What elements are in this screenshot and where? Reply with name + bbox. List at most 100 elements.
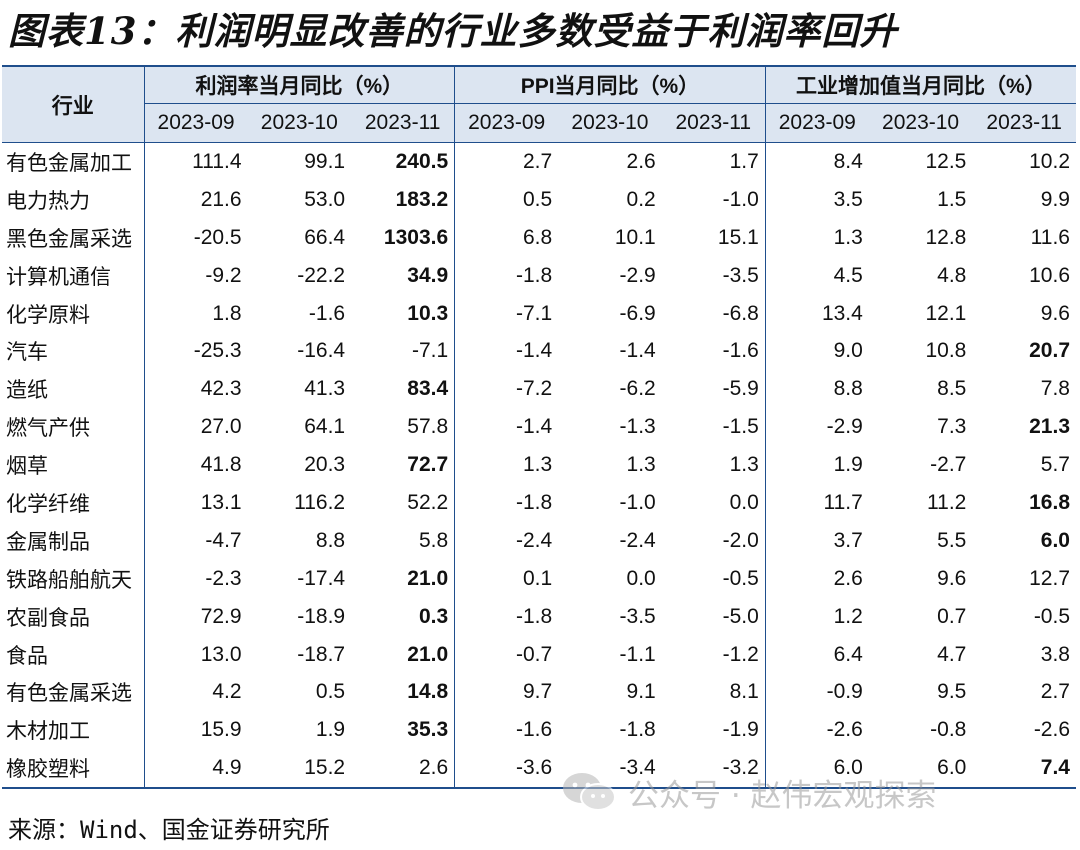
value-cell: 8.8 <box>833 377 863 401</box>
value-cell: 1.5 <box>937 187 967 211</box>
period-header: 2023-10 <box>868 103 973 143</box>
value-cell: 34.9 <box>351 256 456 295</box>
value-cell: -1.8 <box>619 718 656 742</box>
value-cell: 9.7 <box>522 680 553 704</box>
value-cell: -1.0 <box>661 180 766 219</box>
value-cell: -6.8 <box>661 294 766 333</box>
value-cell: -18.7 <box>297 642 346 666</box>
value-cell: -6.9 <box>619 301 656 325</box>
table-row: 造纸 42.3 41.3 83.4 -7.2 -6.2 -5.9 8.8 8.5 7.8 <box>2 370 1076 409</box>
value-cell: 2.7 <box>522 149 553 173</box>
value-cell: 21.6 <box>200 187 242 211</box>
value-cell: 1.7 <box>661 142 766 181</box>
value-cell: 9.5 <box>937 680 967 704</box>
value-cell: 7.3 <box>937 415 967 439</box>
value-cell: 240.5 <box>351 142 456 181</box>
table-row: 化学原料 1.8 -1.6 10.3 -7.1 -6.9 -6.8 13.4 12.1 9.6 <box>2 294 1076 333</box>
value-cell: 4.8 <box>937 263 967 287</box>
value-cell: 1303.6 <box>351 218 456 257</box>
value-cell: -9.2 <box>205 263 242 287</box>
value-cell: -0.8 <box>930 718 967 742</box>
value-cell: 72.7 <box>351 446 456 485</box>
table-row: 有色金属采选 4.2 0.5 14.8 9.7 9.1 8.1 -0.9 9.5 2.7 <box>2 673 1076 712</box>
value-cell: 1.9 <box>833 453 863 477</box>
value-cell: 6.0 <box>868 749 973 790</box>
watermark: 公众号 · 赵伟宏观探索 <box>560 768 937 816</box>
value-cell: 10.6 <box>1029 263 1070 287</box>
value-cell: 16.8 <box>1029 490 1070 514</box>
value-cell: 116.2 <box>294 490 346 514</box>
value-cell: 2.6 <box>626 149 656 173</box>
value-cell: 4.7 <box>937 642 967 666</box>
value-cell: 8.5 <box>937 377 967 401</box>
industry-name-cell: 烟草 <box>2 446 145 485</box>
value-cell: 8.1 <box>661 673 766 712</box>
profit-margin-group-header: 利润率当月同比（%） <box>144 65 456 104</box>
watermark-text: 公众号 · 赵伟宏观探索 <box>628 777 937 814</box>
value-cell: -1.8 <box>516 604 553 628</box>
value-cell: 20.7 <box>1029 339 1070 363</box>
value-cell: -7.1 <box>351 332 456 371</box>
value-cell: 42.3 <box>200 377 242 401</box>
value-cell: 9.9 <box>1040 187 1070 211</box>
value-cell: 21.3 <box>1029 415 1070 439</box>
table-row: 燃气产供 27.0 64.1 57.8 -1.4 -1.3 -1.5 -2.9 7.3 21.3 <box>2 408 1076 447</box>
table-body: 有色金属加工 111.4 99.1 240.5 2.7 2.6 1.7 8.4 12.5 10.2… <box>2 142 1076 790</box>
value-cell: -1.3 <box>619 415 656 439</box>
industry-name-cell: 金属制品 <box>2 521 145 560</box>
value-cell: 9.0 <box>833 339 863 363</box>
value-cell: -0.5 <box>661 559 766 598</box>
value-cell: -1.8 <box>516 490 553 514</box>
value-cell: -1.6 <box>308 301 346 325</box>
value-cell: -1.5 <box>661 408 766 447</box>
industry-name-cell: 食品 <box>2 635 145 674</box>
value-cell: 2.6 <box>351 749 456 790</box>
value-cell: -20.5 <box>193 225 242 249</box>
table-row: 化学纤维 13.1 116.2 52.2 -1.8 -1.0 0.0 11.7 11.2 16.8 <box>2 484 1076 522</box>
value-cell: 3.7 <box>833 528 863 552</box>
ppi-group-header: PPI当月同比（%） <box>454 65 766 104</box>
table-row: 烟草 41.8 20.3 72.7 1.3 1.3 1.3 1.9 -2.7 5.7 <box>2 446 1076 485</box>
value-cell: 1.9 <box>315 718 346 742</box>
value-cell: 83.4 <box>351 370 456 409</box>
value-cell: 111.4 <box>192 149 242 173</box>
industry-column-header: 行业 <box>2 65 145 143</box>
value-cell: 2.6 <box>833 566 863 590</box>
value-cell: -1.8 <box>516 263 553 287</box>
value-cell: -0.9 <box>826 680 863 704</box>
value-cell: 1.3 <box>661 446 766 485</box>
value-cell: -2.0 <box>661 521 766 560</box>
value-cell: 3.8 <box>1040 642 1070 666</box>
value-cell: -2.9 <box>619 263 656 287</box>
value-cell: -25.3 <box>193 339 242 363</box>
value-cell: 13.0 <box>200 642 242 666</box>
industry-name-cell: 燃气产供 <box>2 408 145 447</box>
value-cell: -22.2 <box>297 263 346 287</box>
value-cell: 6.0 <box>1040 528 1070 552</box>
value-cell: 72.9 <box>200 604 242 628</box>
industry-name-cell: 黑色金属采选 <box>2 218 145 257</box>
table-row: 汽车 -25.3 -16.4 -7.1 -1.4 -1.4 -1.6 9.0 10.8 20.7 <box>2 332 1076 371</box>
value-cell: 1.3 <box>833 225 863 249</box>
value-cell: 64.1 <box>304 415 346 439</box>
value-cell: 9.1 <box>626 680 656 704</box>
value-cell: 6.0 <box>765 749 869 790</box>
value-cell: 20.3 <box>304 453 346 477</box>
table-row: 有色金属加工 111.4 99.1 240.5 2.7 2.6 1.7 8.4 12.5 10.2 <box>2 142 1076 181</box>
table-row: 木材加工 15.9 1.9 35.3 -1.6 -1.8 -1.9 -2.6 -0.8 -2.6 <box>2 711 1076 750</box>
value-cell: -2.6 <box>1033 718 1070 742</box>
value-cell: 6.8 <box>522 225 553 249</box>
table-row: 计算机通信 -9.2 -22.2 34.9 -1.8 -2.9 -3.5 4.5 4.8 10.6 <box>2 256 1076 295</box>
value-cell: 5.8 <box>351 521 456 560</box>
value-cell: 10.8 <box>925 339 967 363</box>
value-cell: 4.2 <box>212 680 242 704</box>
value-cell: 7.8 <box>1040 377 1070 401</box>
value-cell: 27.0 <box>200 415 242 439</box>
value-cell: -7.1 <box>516 301 553 325</box>
industry-name-cell: 电力热力 <box>2 180 145 219</box>
value-cell: -16.4 <box>297 339 346 363</box>
industry-name-cell: 化学纤维 <box>2 484 145 522</box>
industrial-value-group-header: 工业增加值当月同比（%） <box>765 65 1076 104</box>
value-cell: 15.2 <box>247 749 352 790</box>
value-cell: 35.3 <box>351 711 456 750</box>
